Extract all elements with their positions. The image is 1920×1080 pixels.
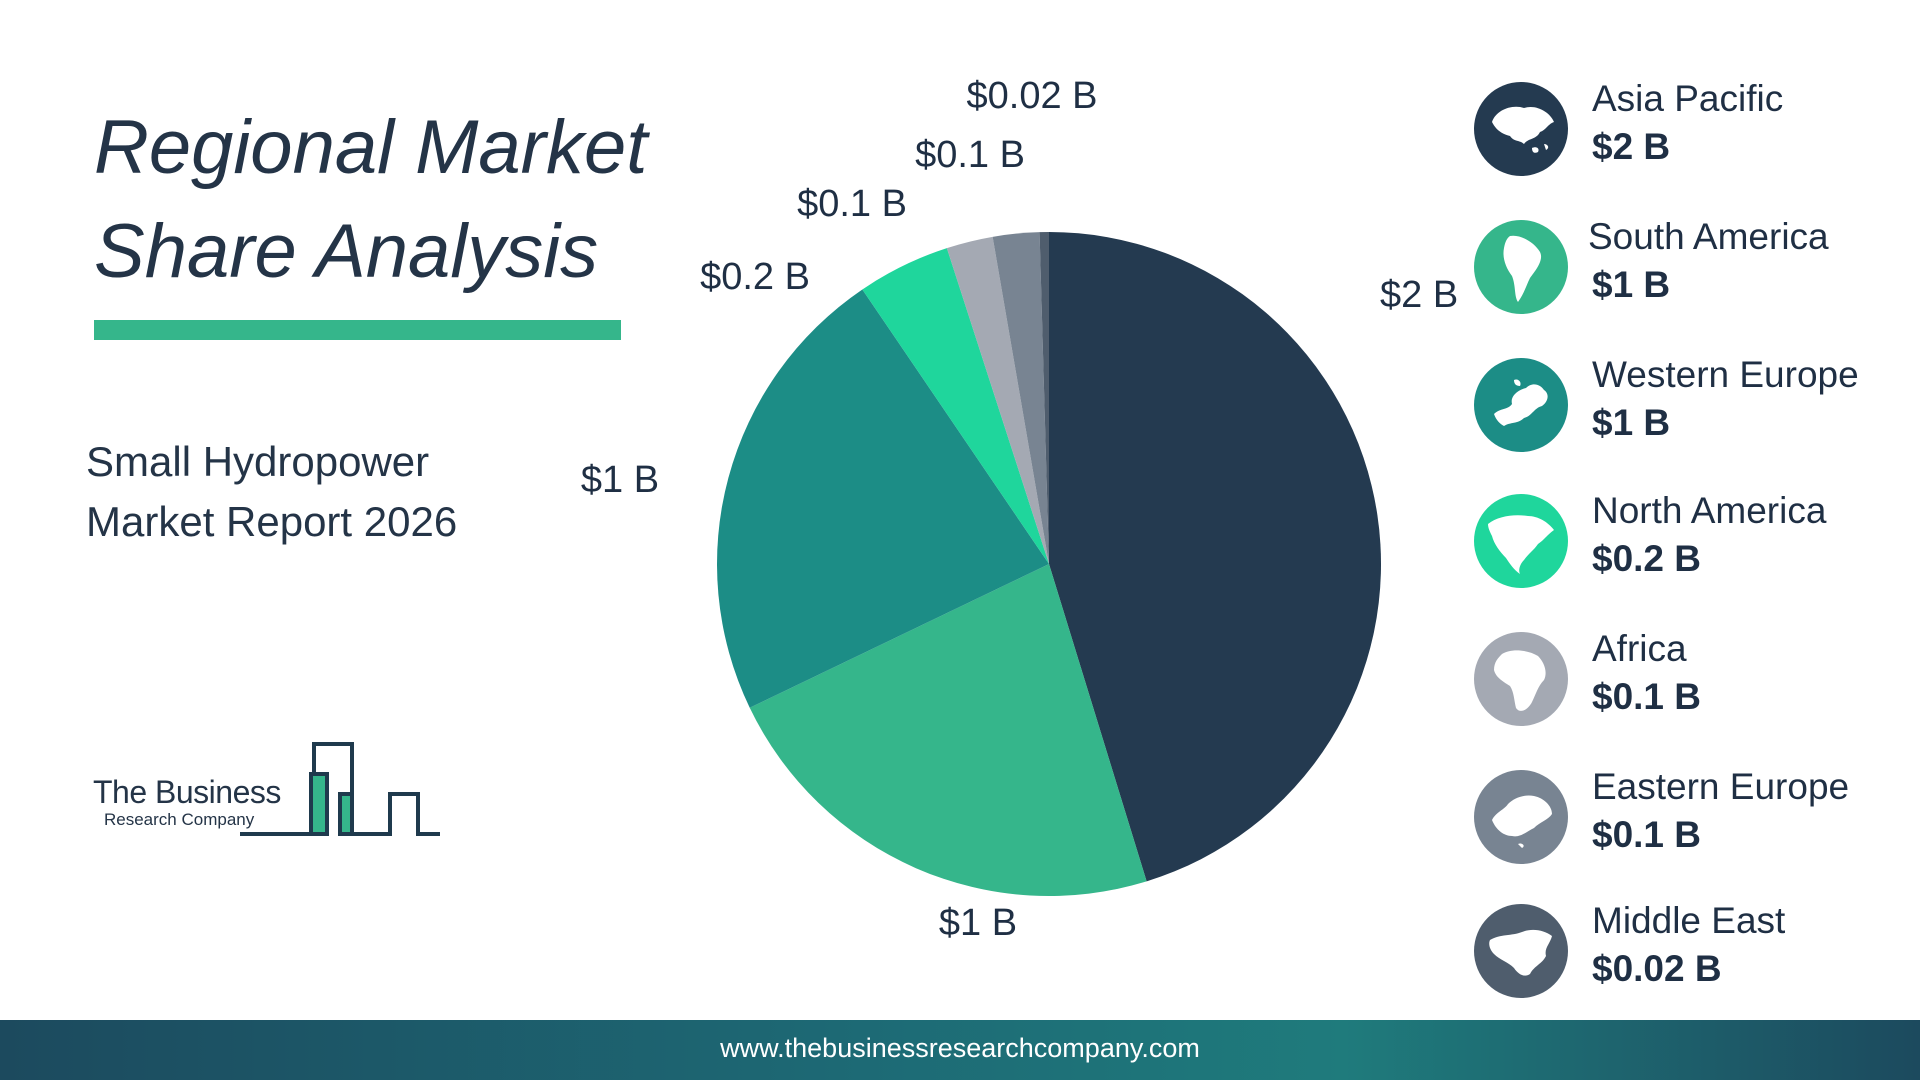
data-label-asia-pacific: $2 B [1380, 274, 1458, 316]
asia-map-icon [1474, 82, 1568, 176]
subtitle-line-1: Small Hydropower [86, 438, 430, 485]
logo-company-name: The Business [93, 774, 281, 810]
south-america-map-icon [1474, 220, 1568, 314]
subtitle-line-2: Market Report 2026 [86, 498, 458, 545]
legend-item-south-america: South America $1 B [1474, 216, 1914, 316]
legend-label: Middle East [1592, 900, 1786, 941]
legend-item-western-europe: Western Europe $1 B [1474, 354, 1914, 454]
legend-item-middle-east: Middle East $0.02 B [1474, 900, 1914, 1000]
legend-label: Africa [1592, 628, 1687, 669]
data-label-south-america: $1 B [939, 902, 1017, 944]
title-underline [94, 320, 621, 340]
data-label-north-america: $0.2 B [700, 256, 810, 298]
legend-value: $0.1 B [1592, 676, 1702, 717]
footer-bar: www.thebusinessresearchcompany.com [0, 1020, 1920, 1080]
pie-slice-eastern-europe [992, 232, 1049, 564]
eastern-europe-map-icon [1474, 770, 1568, 864]
western-europe-map-icon [1474, 358, 1568, 452]
logo-company-subtitle: Research Company [104, 810, 255, 829]
data-label-middle-east: $0.02 B [967, 75, 1098, 117]
data-label-africa: $0.1 B [797, 183, 907, 225]
legend-value: $2 B [1592, 126, 1671, 167]
pie-slice-africa [946, 236, 1049, 564]
legend-label: Asia Pacific [1592, 78, 1784, 119]
legend-item-eastern-europe: Eastern Europe $0.1 B [1474, 766, 1914, 866]
footer-website-link[interactable]: www.thebusinessresearchcompany.com [720, 1033, 1200, 1063]
legend-value: $0.02 B [1592, 948, 1722, 989]
title-line-1: Regional Market [94, 105, 648, 190]
legend-label: South America [1588, 216, 1829, 257]
legend-item-north-america: North America $0.2 B [1474, 490, 1914, 590]
legend-item-africa: Africa $0.1 B [1474, 628, 1914, 728]
data-label-eastern-europe: $0.1 B [915, 134, 1025, 176]
pie-chart: $2 B $1 B $1 B $0.2 B $0.1 B$0.1 B $0.02 B [581, 75, 1458, 944]
africa-map-icon [1474, 632, 1568, 726]
legend-value: $0.2 B [1592, 538, 1702, 579]
legend-label: North America [1592, 490, 1827, 531]
pie-slice-asia-pacific [1049, 232, 1382, 882]
title-line-2: Share Analysis [94, 209, 599, 294]
pie-slice-north-america [862, 248, 1049, 564]
legend-value: $1 B [1592, 402, 1671, 443]
north-america-map-icon [1474, 494, 1568, 588]
company-logo: The Business Research Company [90, 730, 440, 840]
legend-value: $0.1 B [1592, 814, 1702, 855]
pie-slice-south-america [749, 564, 1147, 897]
legend-item-asia-pacific: Asia Pacific $2 B [1474, 78, 1914, 178]
data-label-western-europe: $1 B [581, 459, 659, 501]
logo-buildings-icon [240, 742, 440, 836]
legend-value: $1 B [1592, 264, 1671, 305]
pie-slice-western-europe [716, 289, 1049, 708]
legend-label: Western Europe [1592, 354, 1859, 395]
page-title: Regional Market Share Analysis [94, 96, 647, 304]
report-subtitle: Small Hydropower Market Report 2026 [86, 432, 457, 552]
middle-east-map-icon [1474, 904, 1568, 998]
pie-slice-middle-east [1039, 231, 1049, 565]
legend-label: Eastern Europe [1592, 766, 1850, 807]
